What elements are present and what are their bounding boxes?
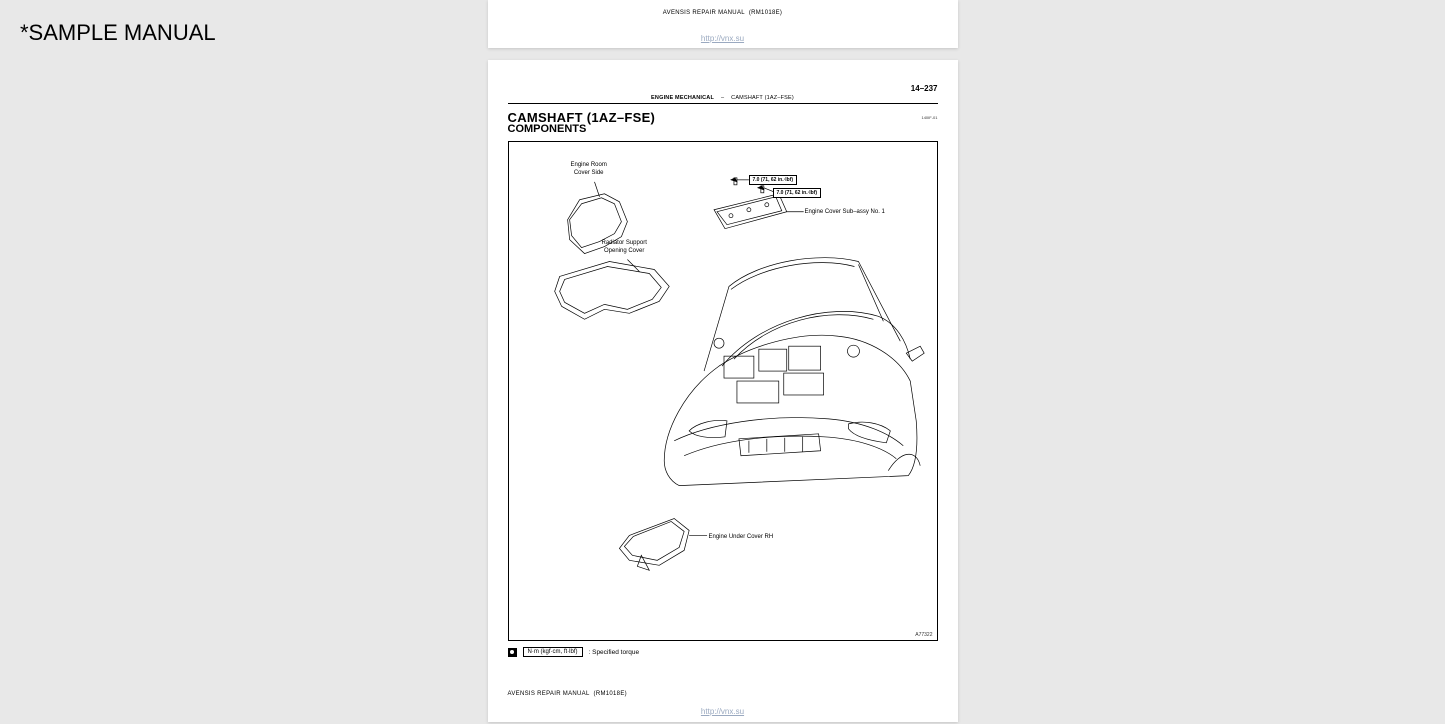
top-url-link: http://vnx.su xyxy=(488,34,958,43)
torque-spec-2: 7.0 (71, 62 in.·lbf) xyxy=(773,188,822,198)
legend-text: : Specified torque xyxy=(589,649,640,656)
label-radiator-support: Radiator Support Opening Cover xyxy=(602,240,647,255)
footer-manual-name: AVENSIS REPAIR MANUAL xyxy=(508,691,590,697)
figure-code: A77322 xyxy=(915,632,932,638)
label-radiator-l1: Radiator Support xyxy=(602,240,647,246)
torque-spec-1: 7.0 (71, 62 in.·lbf) xyxy=(749,175,798,185)
page-number: 14–237 xyxy=(508,84,938,93)
components-diagram: Engine Room Cover Side Radiator Support … xyxy=(508,141,938,641)
top-manual-title: AVENSIS REPAIR MANUAL (RM1018E) xyxy=(488,10,958,16)
label-radiator-l2: Opening Cover xyxy=(604,248,644,254)
footer-manual-code: (RM1018E) xyxy=(594,691,627,697)
page-top-fragment: AVENSIS REPAIR MANUAL (RM1018E) http://v… xyxy=(488,0,958,48)
top-manual-code: (RM1018E) xyxy=(749,10,782,16)
footer-url-link: http://vnx.su xyxy=(508,707,938,716)
sample-manual-watermark: *SAMPLE MANUAL xyxy=(20,20,216,46)
label-engine-cover-subassy: Engine Cover Sub–assy No. 1 xyxy=(805,209,885,217)
legend-box: N·m (kgf·cm, ft·lbf) xyxy=(523,647,583,657)
legend-icon xyxy=(508,648,517,657)
diagram-svg xyxy=(509,142,937,640)
header-dash: – xyxy=(721,95,724,101)
page-main: 14–237 ENGINE MECHANICAL – CAMSHAFT (1AZ… xyxy=(488,60,958,722)
header-section: ENGINE MECHANICAL xyxy=(651,95,714,101)
label-engine-under-cover: Engine Under Cover RH xyxy=(709,534,774,542)
header-sub: CAMSHAFT (1AZ–FSE) xyxy=(731,95,794,101)
legend-row: N·m (kgf·cm, ft·lbf) : Specified torque xyxy=(508,647,938,657)
label-engine-room-l1: Engine Room xyxy=(571,162,607,168)
top-manual-name: AVENSIS REPAIR MANUAL xyxy=(663,10,745,16)
footer-manual-title: AVENSIS REPAIR MANUAL (RM1018E) xyxy=(508,691,938,697)
section-subtitle: COMPONENTS xyxy=(508,123,938,135)
label-engine-room-l2: Cover Side xyxy=(574,170,604,176)
section-header-line: ENGINE MECHANICAL – CAMSHAFT (1AZ–FSE) xyxy=(508,95,938,104)
label-engine-room-cover: Engine Room Cover Side xyxy=(571,162,607,177)
